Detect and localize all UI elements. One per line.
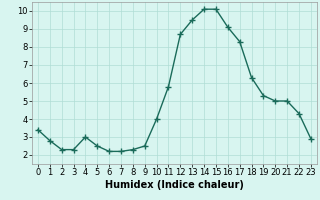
X-axis label: Humidex (Indice chaleur): Humidex (Indice chaleur) — [105, 180, 244, 190]
